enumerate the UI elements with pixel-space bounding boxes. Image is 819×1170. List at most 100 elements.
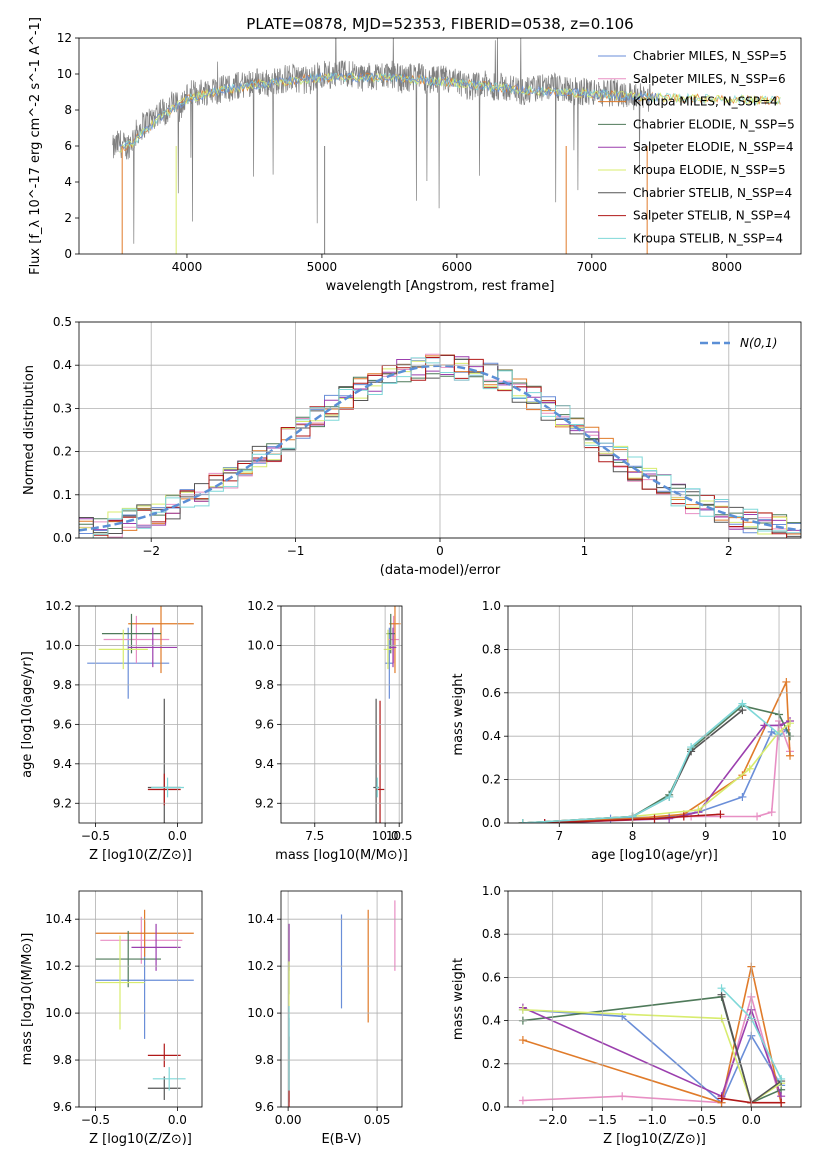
- age_vs_Z-ytick-label: 9.6: [53, 717, 72, 731]
- residual_histogram-xtick-label: −1: [287, 544, 305, 558]
- plus-marker: [767, 727, 776, 736]
- mass_weight_vs_age-xtick-label: 10: [771, 829, 786, 843]
- plus-marker: [777, 1074, 786, 1083]
- legend-entry: Chabrier ELODIE, N_SSP=5: [633, 117, 795, 131]
- age_vs_Z-ytick-label: 9.4: [53, 757, 72, 771]
- mass_vs_Z-ytick-label: 9.6: [53, 1100, 72, 1114]
- plus-marker: [777, 1098, 786, 1107]
- mass_vs_EBV-plot-area: [288, 900, 396, 1107]
- age_vs_mass-ytick-label: 10.0: [247, 638, 274, 652]
- age_vs_Z-frame: [78, 605, 203, 824]
- residual_histogram-xtick-label: −2: [142, 544, 160, 558]
- mass_vs_Z-xtick-label: 0.0: [168, 1113, 187, 1127]
- mass_vs_Z-ytick-label: 10.0: [45, 1006, 72, 1020]
- residual_histogram-xtick-label: 2: [725, 544, 733, 558]
- mass_weight_vs_Z-xtick-label: −0.5: [687, 1113, 716, 1127]
- mass_weight_vs_age-ytick-label: 0.0: [482, 816, 501, 830]
- mass_vs_EBV-ytick-label: 9.8: [255, 1053, 274, 1067]
- mass_vs_EBV-frame: [280, 890, 403, 1108]
- mass-weight-line: [522, 722, 791, 823]
- legend-entry: Salpeter MILES, N_SSP=6: [633, 72, 786, 86]
- spectrum-ytick-label: 10: [57, 67, 72, 81]
- age_vs_mass-ytick-label: 10.2: [247, 599, 274, 613]
- legend-entry: Kroupa ELODIE, N_SSP=5: [633, 163, 786, 177]
- mass_vs_Z-panel: −0.5 0.0 9.6 9.8 10.0 10.2 10.4 Z [log10(Z/Z⊙)]…: [20, 890, 203, 1147]
- mass_weight_vs_Z-ylabel: mass weight: [451, 958, 466, 1040]
- plus-marker: [665, 814, 674, 823]
- age_vs_mass-ytick-label: 9.2: [255, 796, 274, 810]
- plus-marker: [753, 812, 762, 821]
- age_vs_Z-xtick-label: −0.5: [81, 829, 110, 843]
- mass-weight-line: [522, 729, 787, 823]
- mass_weight_vs_age-xtick-label: 7: [555, 829, 563, 843]
- spectrum-ytick-label: 2: [64, 211, 72, 225]
- plus-marker: [518, 819, 527, 823]
- plus-marker: [650, 814, 659, 823]
- age_vs_mass-ytick-label: 9.8: [255, 678, 274, 692]
- residual_histogram-xlabel: (data-model)/error: [380, 563, 501, 578]
- residual_histogram-ytick-label: 0.1: [53, 488, 72, 502]
- age_vs_Z-xlabel: Z [log10(Z/Z⊙)]: [89, 848, 192, 863]
- spectrum-legend: Chabrier MILES, N_SSP=5 Salpeter MILES, N…: [598, 49, 795, 245]
- spectrum-model-line: [119, 72, 660, 150]
- mass_vs_Z-xtick-label: −0.5: [81, 1113, 110, 1127]
- mass_vs_EBV-ytick-label: 9.6: [255, 1100, 274, 1114]
- spectrum-ytick-label: 4: [64, 175, 72, 189]
- age_vs_mass-ytick-label: 9.6: [255, 717, 274, 731]
- residual_histogram-ytick-label: 0.2: [53, 445, 72, 459]
- age_vs_mass-xtick-label: 10.0: [372, 829, 399, 843]
- age_vs_Z-xtick-label: 0.0: [168, 829, 187, 843]
- mass_weight_vs_Z-panel: −2.0 −1.5 −1.0 −0.5 0.0 0.0 0.2 0.4 0.6 0.8 1.0 Z […: [451, 884, 802, 1147]
- plus-marker: [687, 743, 696, 752]
- mass_weight_vs_age-ytick-label: 0.2: [482, 773, 501, 787]
- mass_weight_vs_Z-ytick-label: 0.2: [482, 1057, 501, 1071]
- plus-marker: [618, 1092, 627, 1101]
- plus-marker: [716, 810, 725, 819]
- mass_weight_vs_Z-xlabel: Z [log10(Z/Z⊙)]: [603, 1132, 706, 1147]
- mass-weight-line: [522, 704, 791, 823]
- plus-marker: [518, 1005, 527, 1014]
- mass_weight_vs_Z-frame: [507, 890, 802, 1108]
- mass_weight_vs_age-frame: [507, 605, 802, 824]
- mass_vs_EBV-ytick-label: 10.0: [247, 1006, 274, 1020]
- age_vs_mass-xlabel: mass [log10(M/M⊙)]: [275, 848, 408, 863]
- age_vs_Z-ytick-label: 9.2: [53, 796, 72, 810]
- mass_vs_EBV-xlabel: E(B-V): [321, 1132, 361, 1147]
- mass_weight_vs_age-ytick-label: 1.0: [482, 599, 501, 613]
- mass_vs_Z-ytick-label: 10.2: [45, 959, 72, 973]
- mass-weight-line: [522, 1009, 782, 1104]
- mass_weight_vs_Z-ytick-label: 1.0: [482, 884, 501, 898]
- mass_vs_EBV-ytick-label: 10.2: [247, 959, 274, 973]
- spectrum-xtick-label: 5000: [307, 260, 338, 274]
- spectrum-xlabel: wavelength [Angstrom, rest frame]: [326, 279, 555, 294]
- legend-entry: Salpeter ELODIE, N_SSP=4: [633, 140, 794, 154]
- mass_weight_vs_age-ytick-label: 0.8: [482, 642, 501, 656]
- residual_histogram-ytick-label: 0.5: [53, 315, 72, 329]
- spectrum-xtick-label: 8000: [712, 260, 743, 274]
- mass_weight_vs_Z-ytick-label: 0.4: [482, 1014, 501, 1028]
- mass_weight_vs_Z-ytick-label: 0.8: [482, 927, 501, 941]
- mass_vs_Z-ylabel: mass [log10(M/M⊙)]: [20, 933, 35, 1066]
- residual_histogram-ytick-label: 0.4: [53, 358, 72, 372]
- spectrum-xtick-label: 6000: [442, 260, 473, 274]
- legend-entry: Kroupa MILES, N_SSP=4: [633, 95, 778, 109]
- spectrum-frame: [78, 37, 802, 255]
- mass_vs_Z-ytick-label: 9.8: [53, 1053, 72, 1067]
- plus-marker: [767, 808, 776, 817]
- mass_vs_EBV-xtick-label: 0.05: [364, 1113, 391, 1127]
- mass-weight-line: [522, 681, 791, 823]
- mass_weight_vs_age-ylabel: mass weight: [451, 673, 466, 755]
- mass_vs_Z-ytick-label: 10.4: [45, 912, 72, 926]
- plus-marker: [786, 719, 795, 728]
- legend-entry: Kroupa STELIB, N_SSP=4: [633, 231, 783, 245]
- gaussian-legend-label: N(0,1): [740, 336, 777, 350]
- age_vs_Z-panel: −0.5 0.0 9.2 9.4 9.6 9.8 10.0 10.2 Z [log10(Z/Z⊙…: [20, 599, 203, 863]
- residual_histogram-xtick-label: 0: [436, 544, 444, 558]
- residual_histogram-xtick-label: 1: [581, 544, 589, 558]
- mass_vs_EBV-panel: 0.00 0.05 9.6 9.8 10.0 10.2 10.4 E(B-V): [247, 890, 403, 1147]
- mass_vs_Z-xlabel: Z [log10(Z/Z⊙)]: [89, 1132, 192, 1147]
- plus-marker: [738, 699, 747, 708]
- spectrum-data-line: [112, 38, 653, 244]
- legend-entry: Chabrier STELIB, N_SSP=4: [633, 186, 792, 200]
- mass_weight_vs_age-xtick-label: 8: [629, 829, 637, 843]
